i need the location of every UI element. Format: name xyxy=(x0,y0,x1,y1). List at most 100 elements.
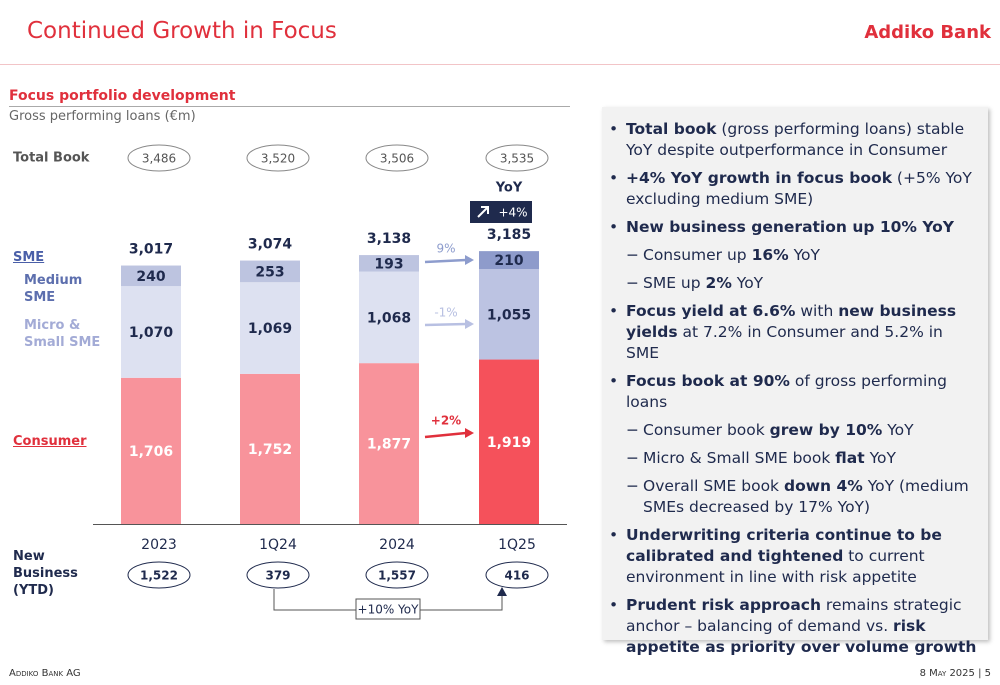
bullet-bold: grew by 10% xyxy=(769,421,883,439)
bar-segment xyxy=(479,251,539,270)
slide-title: Continued Growth in Focus xyxy=(27,18,337,44)
bar-segment xyxy=(359,255,419,272)
bullet-text: YoY xyxy=(731,274,764,292)
bar-segment xyxy=(240,260,300,283)
new-business-value: 1,522 xyxy=(140,569,178,583)
x-tick-label: 2024 xyxy=(379,537,415,553)
total-book-label: Total Book xyxy=(13,151,90,166)
growth-arrowhead xyxy=(465,428,474,438)
chart: +10% YoY YoY +4% Total Book 1,706 1,070 24… xyxy=(13,144,567,620)
brand-logo: Addiko Bank xyxy=(864,22,991,43)
bullet-bold: New business generation up 10% YoY xyxy=(626,218,955,236)
total-book-oval xyxy=(127,144,191,172)
bullet-text: YoY xyxy=(864,449,896,467)
bar-segment xyxy=(479,269,539,360)
growth-annotation: 9% xyxy=(436,242,455,256)
new-business-oval xyxy=(246,561,310,589)
bar-segment xyxy=(359,363,419,524)
growth-arrow xyxy=(424,258,467,264)
new-business-value: 1,557 xyxy=(378,569,416,583)
total-book-oval xyxy=(246,144,310,172)
chart-title: Focus portfolio development xyxy=(9,88,236,104)
growth-annotation: -1% xyxy=(434,306,457,320)
bullet: Prudent risk approach remains strategic … xyxy=(602,595,978,658)
new-business-oval xyxy=(127,561,191,589)
total-label: 3,074 xyxy=(248,237,293,253)
bullet-bold: +4% YoY growth in focus book xyxy=(626,169,892,187)
segment-label: 1,877 xyxy=(367,437,411,453)
new-business-value: 416 xyxy=(504,569,529,583)
total-book-value: 3,506 xyxy=(380,152,414,166)
growth-arrowhead xyxy=(465,255,474,265)
bullet-bold: Focus book at 90% xyxy=(626,372,790,390)
summary-panel: Total book (gross performing loans) stab… xyxy=(602,107,988,656)
total-book-oval xyxy=(485,144,549,172)
segment-label: 1,752 xyxy=(248,442,292,458)
bullet-text: YoY xyxy=(788,246,820,264)
bullet-text: Overall SME book xyxy=(643,477,784,495)
growth-annotation: +2% xyxy=(431,414,461,428)
bullet-text: Consumer up xyxy=(643,246,752,264)
bar-segment xyxy=(121,265,181,287)
bullet-text: (gross performing loans) stable YoY desp… xyxy=(626,120,965,159)
bullet-bold: 16% xyxy=(751,246,789,264)
bullet-list: Total book (gross performing loans) stab… xyxy=(602,107,988,658)
bullet-text: with xyxy=(795,302,839,320)
new-business-oval xyxy=(485,561,549,589)
chart-subtitle: Gross performing loans (€m) xyxy=(9,109,196,124)
growth-arrow xyxy=(424,431,467,439)
total-label: 3,138 xyxy=(367,231,411,247)
bullet: Consumer book grew by 10% YoY xyxy=(602,420,978,441)
footer-left: Addiko Bank AG xyxy=(9,668,81,679)
bullet: Underwriting criteria continue to be cal… xyxy=(602,525,978,588)
bar-segment xyxy=(240,282,300,374)
legend-entry: Consumer xyxy=(13,434,87,449)
bullet-bold: Total book xyxy=(626,120,717,138)
segment-label: 1,706 xyxy=(129,444,173,460)
total-book-value: 3,535 xyxy=(500,152,534,166)
x-tick-label: 1Q24 xyxy=(259,537,297,553)
total-book-value: 3,520 xyxy=(261,152,295,166)
bullet: Focus yield at 6.6% with new business yi… xyxy=(602,301,978,364)
growth-box xyxy=(355,598,421,620)
segment-label: 193 xyxy=(374,256,403,272)
header-rule xyxy=(0,64,1000,65)
x-tick-label: 1Q25 xyxy=(498,537,536,553)
growth-label: +10% YoY xyxy=(358,603,420,617)
chart-title-rule xyxy=(9,106,570,107)
bullet-text: remains strategic anchor – balancing of … xyxy=(626,596,962,635)
bullet-bold: Underwriting criteria continue to be cal… xyxy=(626,526,942,565)
segment-label: 1,068 xyxy=(367,310,411,326)
bullet: Total book (gross performing loans) stab… xyxy=(602,119,978,161)
bullet-text: of gross performing loans xyxy=(626,372,948,411)
bullet: Overall SME book down 4% YoY (medium SME… xyxy=(602,476,978,518)
bar-segment xyxy=(240,373,300,524)
bar-segment xyxy=(121,377,181,524)
yoy-icon xyxy=(477,206,489,218)
segment-label: 1,070 xyxy=(129,325,174,341)
total-book-value: 3,486 xyxy=(142,152,176,166)
bullet-text: Micro & Small SME book xyxy=(643,449,836,467)
bullet: SME up 2% YoY xyxy=(602,273,978,294)
bullet: New business generation up 10% YoY xyxy=(602,217,978,238)
yoy-label: YoY xyxy=(495,181,523,196)
bullet-text: to current environment in line with risk… xyxy=(626,547,925,586)
bullet-bold: Prudent risk approach xyxy=(626,596,821,614)
x-tick-label: 2023 xyxy=(141,537,177,553)
new-business-value: 379 xyxy=(265,569,290,583)
legend-group: SME xyxy=(13,250,45,265)
bullet-text: (+5% YoY excluding medium SME) xyxy=(626,169,972,208)
bullet-bold: down 4% xyxy=(783,477,863,495)
bullet-text: YoY (medium SMEs decreased by 17% YoY) xyxy=(643,477,969,516)
bullet-text: Consumer book xyxy=(643,421,770,439)
bullet-text: at 7.2% in Consumer and 5.2% in SME xyxy=(626,323,943,362)
bar-segment xyxy=(121,286,181,378)
bullet-bold: flat xyxy=(835,449,865,467)
bullet: +4% YoY growth in focus book (+5% YoY ex… xyxy=(602,168,978,210)
bullet-bold: new business yields xyxy=(626,302,957,341)
bullet: Micro & Small SME book flat YoY xyxy=(602,448,978,469)
legend-entry: Medium SME xyxy=(24,273,83,305)
bullet: Consumer up 16% YoY xyxy=(602,245,978,266)
legend-entry: Micro & Small SME xyxy=(24,318,101,350)
